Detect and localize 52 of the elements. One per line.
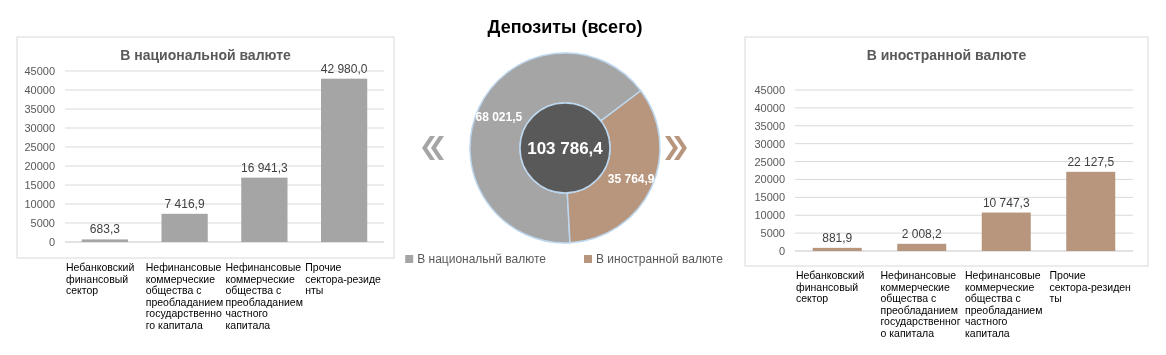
y-tick-label: 10000 [24,198,55,210]
x-tick-label: Небанковский финансовый сектор [66,261,135,296]
y-tick-label: 25000 [754,155,785,168]
y-tick-label: 25000 [24,141,55,153]
x-tick-label: Нефинансовые коммерческие общества с преобладанием государственного капитала [880,269,961,339]
x-tick-label: Нефинансовые коммерческие общества с преобладанием частного капитала [965,269,1043,339]
y-tick-label: 35000 [754,119,785,132]
chart-title: Депозиты (всего) [487,17,643,37]
x-tick-label: Небанковский финансовый сектор [796,269,865,304]
bar [161,213,208,242]
data-label: 35 764,9 [607,171,655,186]
y-tick-label: 30000 [754,137,785,150]
data-label: 2 008,2 [901,226,943,241]
legend-label: В национальнй валюте [417,252,547,266]
data-label: 10 747,3 [982,195,1030,210]
y-tick-label: 30000 [24,122,55,134]
y-tick-label: 0 [48,236,55,248]
y-tick-label: 20000 [754,173,785,186]
bar [81,239,128,242]
x-tick-label: Нефинансовые коммерческие общества с преобладанием государственного капитала [145,261,224,331]
y-tick-label: 5000 [30,217,55,229]
data-label: 42 980,0 [320,61,368,76]
bar [1066,171,1116,251]
bar [241,177,288,242]
y-tick-label: 45000 [754,84,785,96]
chart-title: В национальной валюте [120,47,292,63]
x-tick-label: Нефинансовые коммерческие общества с преобладанием частного капитала [225,261,303,331]
x-tick-label: Прочие сектора-резиденты [305,261,382,296]
y-tick-label: 5000 [760,227,785,240]
data-label: 683,3 [89,222,121,237]
y-tick-label: 20000 [24,160,55,172]
y-tick-label: 35000 [24,103,55,115]
y-tick-label: 40000 [24,84,55,96]
data-label: 881,9 [822,230,853,245]
bar [897,243,947,251]
bar [981,212,1031,251]
text: 103 786,4 [527,139,604,158]
y-tick-label: 40000 [754,101,785,114]
bar [812,247,862,251]
data-label: 68 021,5 [475,110,523,125]
bar [321,78,368,242]
y-tick-label: 15000 [754,191,785,204]
data-label: 22 127,5 [1067,154,1115,169]
data-label: 7 416,9 [164,196,205,211]
y-tick-label: 0 [778,245,785,257]
y-tick-label: 10000 [754,209,785,222]
chart-title: В иностранной валюте [866,47,1027,63]
legend-label: В иностранной валюте [595,252,724,266]
x-tick-label: Прочие сектора-резиденты [1049,269,1132,304]
y-tick-label: 45000 [24,65,55,77]
data-label: 16 941,3 [241,160,289,175]
y-tick-label: 15000 [24,179,55,191]
